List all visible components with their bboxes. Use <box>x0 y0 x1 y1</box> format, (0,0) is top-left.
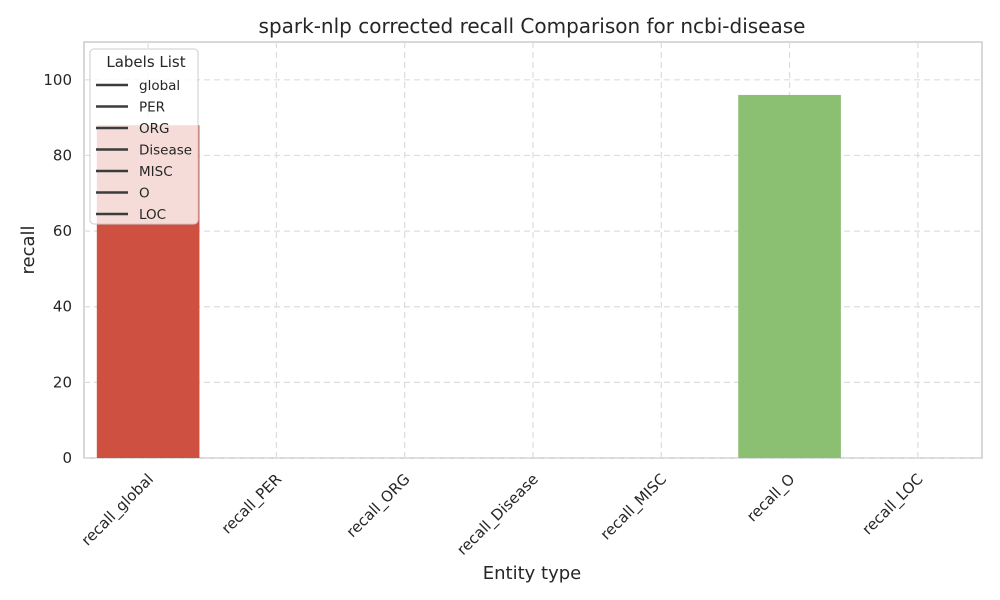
x-tick-label: recall_PER <box>218 470 286 538</box>
x-ticks: recall_global recall_PER recall_ORG recall_… <box>78 470 928 559</box>
y-tick-label: 0 <box>62 449 72 467</box>
y-tick-label: 40 <box>53 298 72 316</box>
y-tick-label: 80 <box>53 146 72 164</box>
x-tick-label: recall_global <box>78 470 158 550</box>
x-tick-label: recall_ORG <box>343 470 415 542</box>
legend-entry: O <box>139 186 150 202</box>
y-ticks: 0 20 40 60 80 100 <box>43 71 72 467</box>
legend-entries: global PER ORG Disease MISC O LOC <box>96 78 192 223</box>
x-axis-label: Entity type <box>483 563 581 584</box>
y-tick-label: 100 <box>43 71 72 89</box>
bar-recall_O <box>738 94 841 458</box>
x-tick-label: recall_LOC <box>858 470 927 539</box>
legend-entry: ORG <box>139 121 169 137</box>
legend-entry: MISC <box>139 164 173 180</box>
legend-entry: Disease <box>139 143 192 159</box>
legend-box <box>89 48 199 225</box>
chart-title: spark-nlp corrected recall Comparison fo… <box>259 14 806 38</box>
y-tick-label: 20 <box>53 373 72 391</box>
legend: Labels List global PER ORG Disease MISC O LOC <box>89 48 199 225</box>
x-tick-label: recall_O <box>743 470 799 526</box>
x-tick-label: recall_MISC <box>597 470 671 544</box>
legend-entry: global <box>139 78 180 94</box>
legend-title: Labels List <box>106 53 185 71</box>
legend-entry: LOC <box>139 207 166 223</box>
x-tick-label: recall_Disease <box>453 470 542 559</box>
y-axis-label: recall <box>18 225 39 274</box>
y-tick-label: 60 <box>53 222 72 240</box>
legend-entry: PER <box>139 100 165 116</box>
